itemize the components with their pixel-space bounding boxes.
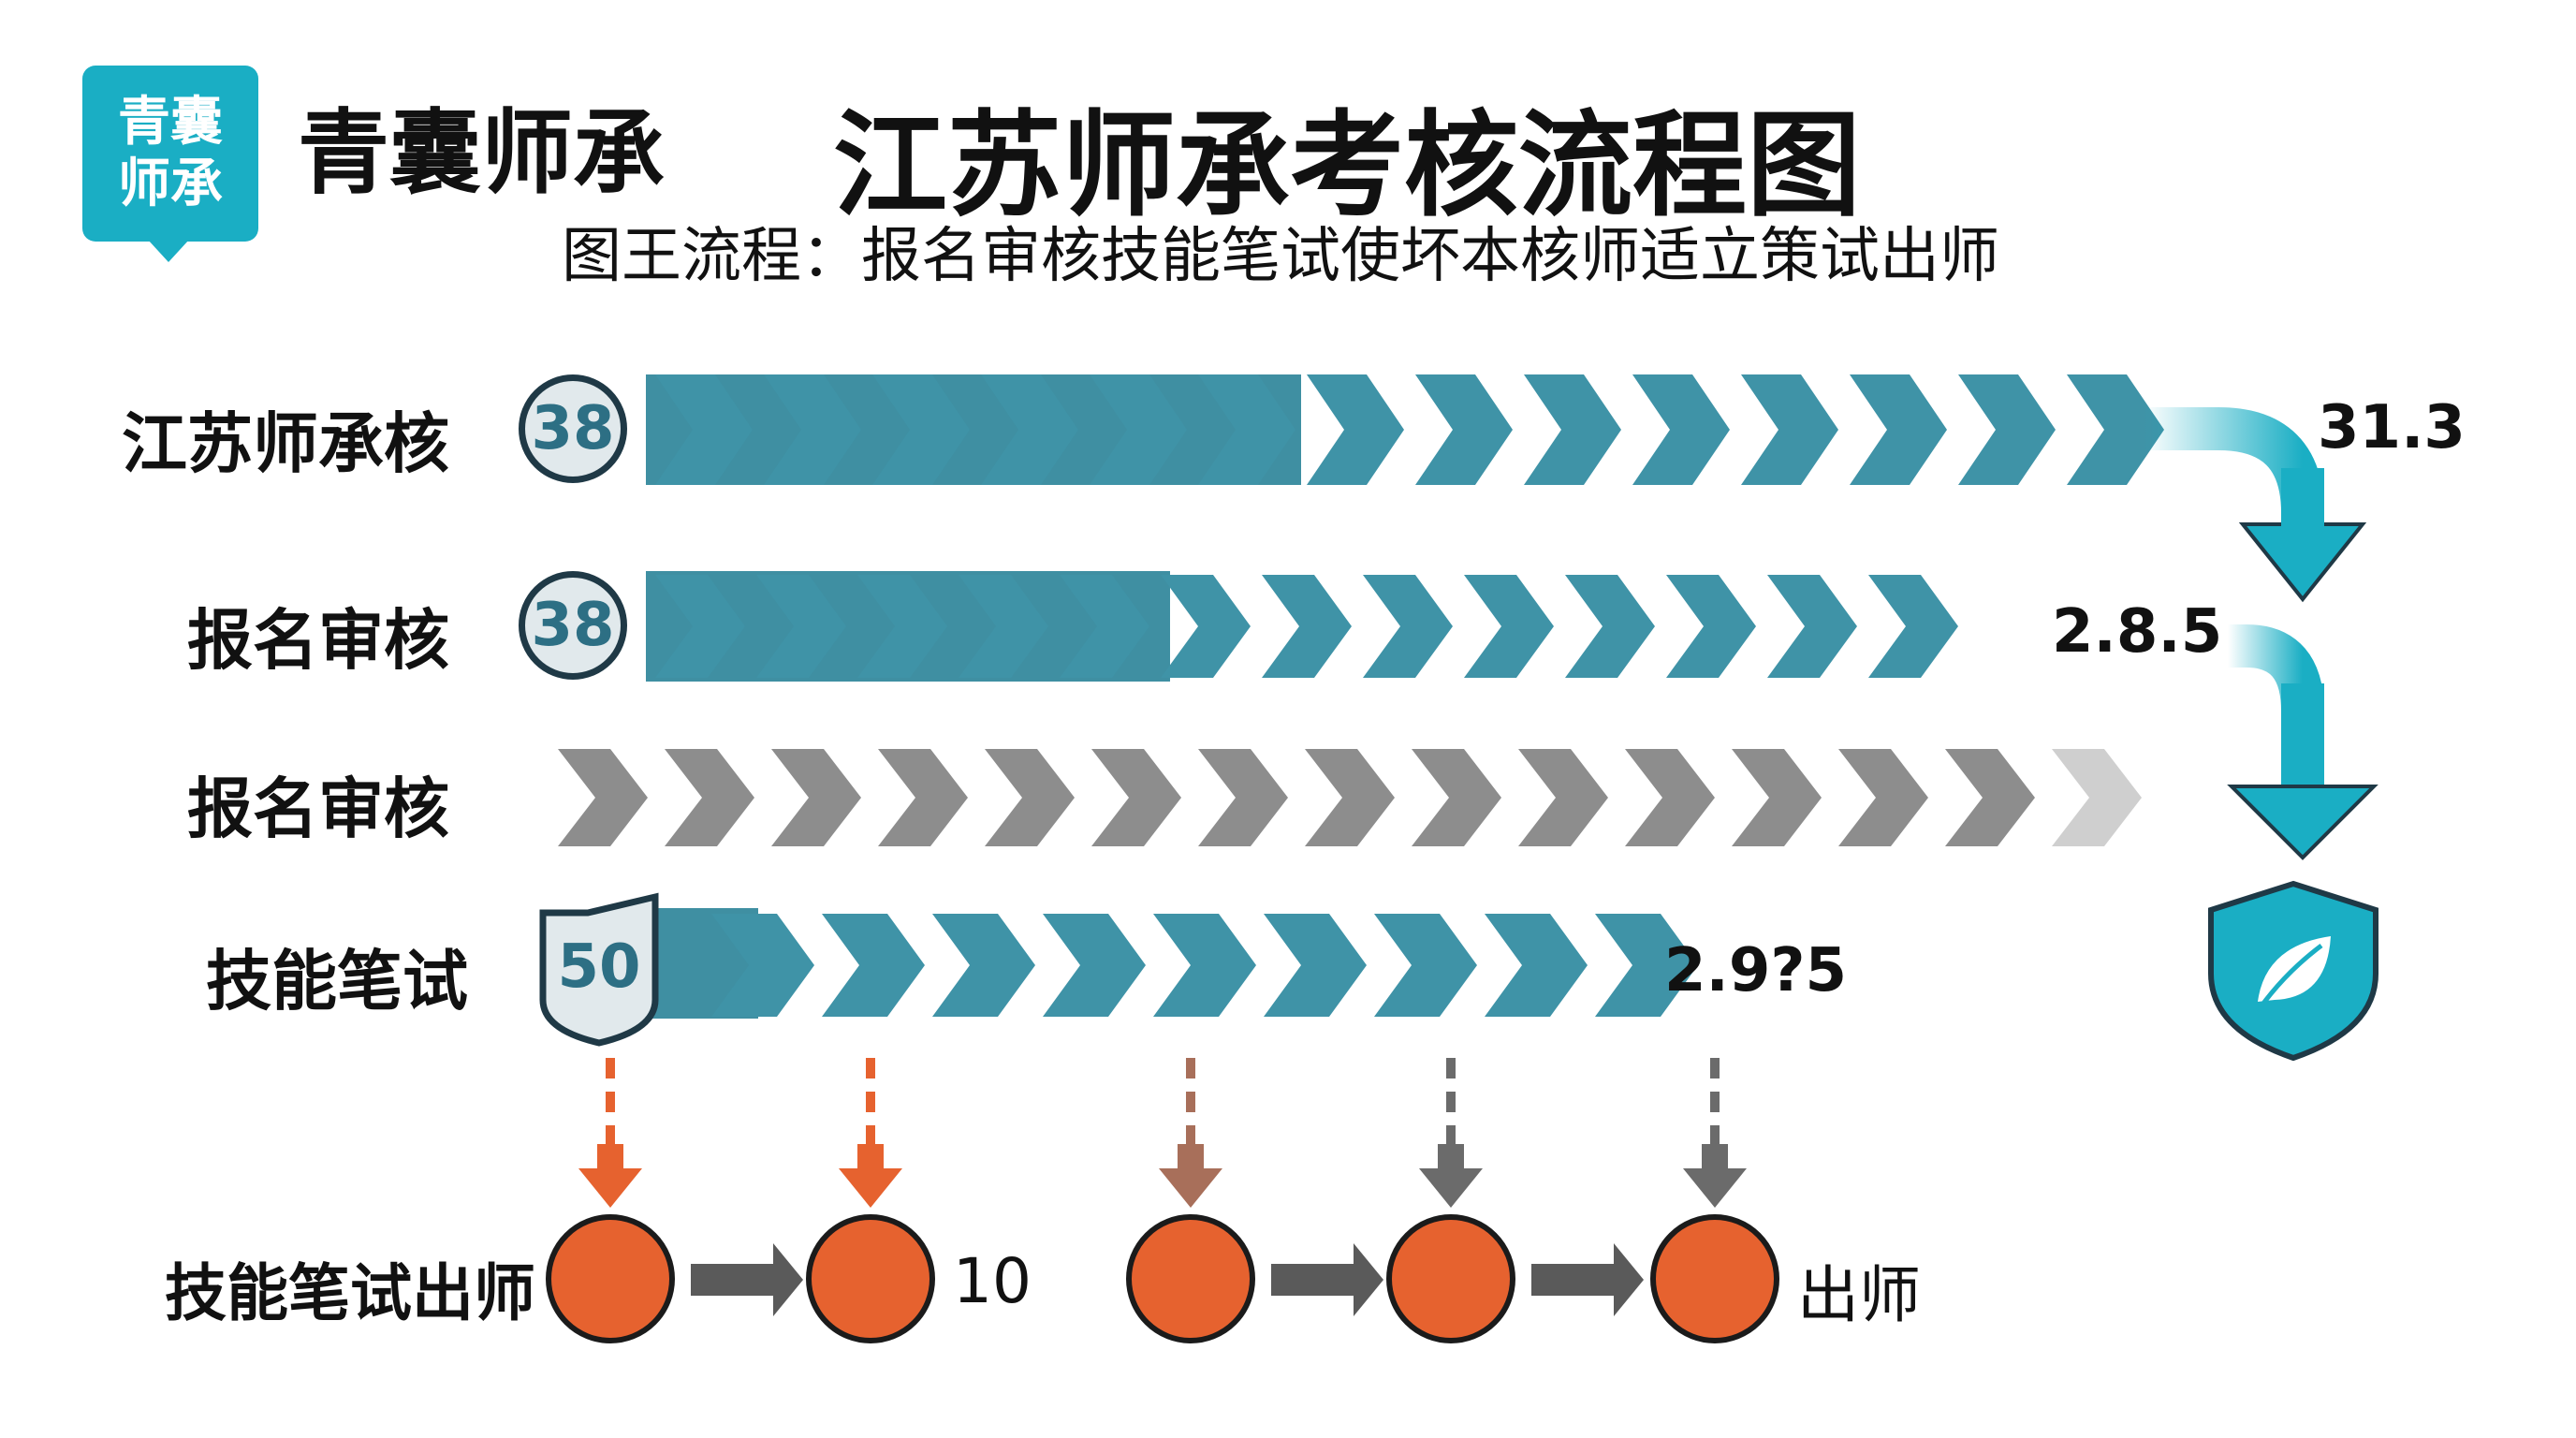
row-4-chevron bbox=[1374, 914, 1477, 1017]
row-1-chevron bbox=[655, 374, 753, 485]
row-2-badge: 38 bbox=[519, 571, 627, 680]
row-4-chevron bbox=[1043, 914, 1146, 1017]
row-3-chevron bbox=[771, 749, 861, 846]
page-subtitle: 图王流程：报名审核技能笔试使坏本核师适立策试出师 bbox=[562, 222, 1999, 291]
row-4-chevron bbox=[822, 914, 925, 1017]
row-3-chevron bbox=[1518, 749, 1608, 846]
row-1-chevron bbox=[2067, 374, 2164, 485]
row-2-value: 2.8.5 bbox=[2052, 597, 2223, 667]
row-2-chevron bbox=[1767, 575, 1857, 678]
row-1-chevron bbox=[1524, 374, 1621, 485]
row-3-label: 报名审核 bbox=[187, 770, 449, 847]
row-1-chevron bbox=[1632, 374, 1730, 485]
down-arrow-icon bbox=[578, 1168, 642, 1208]
row-3-chevron bbox=[1945, 749, 2035, 846]
process-node bbox=[806, 1214, 935, 1343]
row-1-bar bbox=[646, 374, 1301, 485]
logo-line-1: 青囊 bbox=[118, 92, 223, 153]
process-node bbox=[546, 1214, 675, 1343]
row-4-chevron bbox=[932, 914, 1035, 1017]
row-1-label: 江苏师承核 bbox=[122, 405, 449, 482]
right-arrow-icon bbox=[1614, 1243, 1644, 1316]
row-1-chevron bbox=[1850, 374, 1947, 485]
row-3-chevron bbox=[1412, 749, 1501, 846]
row-4-value: 2.9?5 bbox=[1664, 936, 1848, 1005]
process-node bbox=[1126, 1214, 1255, 1343]
row-1-chevron bbox=[764, 374, 861, 485]
down-arrow-icon bbox=[839, 1168, 902, 1208]
row-2-chevron bbox=[1161, 575, 1251, 678]
flow-arrow bbox=[691, 1264, 783, 1296]
row-2-chevron bbox=[857, 575, 947, 678]
row-2-chevron bbox=[756, 575, 846, 678]
brand-name: 青囊师承 bbox=[298, 100, 666, 207]
row-1-chevron bbox=[981, 374, 1078, 485]
brand-logo: 青囊 师承 bbox=[82, 66, 258, 262]
process-node bbox=[1386, 1214, 1515, 1343]
row-3-chevron bbox=[878, 749, 968, 846]
row-3-chevron bbox=[1091, 749, 1181, 846]
row-2-chevron bbox=[1666, 575, 1756, 678]
row-3-chevron bbox=[1838, 749, 1928, 846]
right-arrow-icon bbox=[773, 1243, 803, 1316]
row-3-chevron bbox=[1198, 749, 1288, 846]
row-4-label: 技能笔试 bbox=[206, 943, 468, 1020]
row-2-chevron bbox=[1363, 575, 1453, 678]
bottom-label: 技能笔试出师 bbox=[165, 1257, 535, 1329]
row-1-chevron bbox=[1090, 374, 1187, 485]
row-4-chevron bbox=[711, 914, 814, 1017]
row-2-chevron bbox=[1262, 575, 1352, 678]
row-2-chevron bbox=[959, 575, 1048, 678]
row-4-chevron bbox=[1485, 914, 1588, 1017]
down-arrow-icon bbox=[2227, 624, 2378, 860]
row-1-chevron bbox=[1198, 374, 1295, 485]
row-3-chevron bbox=[985, 749, 1075, 846]
logo-line-2: 师承 bbox=[118, 154, 223, 214]
down-arrow-icon bbox=[2144, 407, 2367, 603]
row-3-chevron bbox=[1732, 749, 1822, 846]
bottom-end-label: 出师 bbox=[1797, 1259, 1921, 1331]
row-4-badge: 50 bbox=[557, 932, 641, 1002]
process-node bbox=[1650, 1214, 1779, 1343]
leaf-shield-icon bbox=[2208, 880, 2378, 1062]
row-4-chevron bbox=[1153, 914, 1256, 1017]
flow-arrow bbox=[1271, 1264, 1363, 1296]
row-1-chevron bbox=[1307, 374, 1404, 485]
row-1-badge: 38 bbox=[519, 374, 627, 483]
row-2-chevron bbox=[1464, 575, 1554, 678]
row-1-chevron bbox=[1958, 374, 2056, 485]
row-3-chevron bbox=[1625, 749, 1715, 846]
down-arrow-icon bbox=[1159, 1168, 1222, 1208]
row-3-chevron bbox=[2052, 749, 2142, 846]
row-4-chevron bbox=[1595, 914, 1698, 1017]
row-2-chevron bbox=[1868, 575, 1958, 678]
row-4-badge-shield bbox=[539, 892, 659, 1047]
row-1-value: 31.3 bbox=[2318, 393, 2466, 462]
down-arrow-icon bbox=[1683, 1168, 1747, 1208]
row-4-chevron bbox=[1264, 914, 1367, 1017]
bottom-number: 10 bbox=[953, 1245, 1032, 1317]
flow-arrow bbox=[1531, 1264, 1623, 1296]
row-1-chevron bbox=[872, 374, 970, 485]
right-arrow-icon bbox=[1354, 1243, 1383, 1316]
row-2-chevron bbox=[1565, 575, 1655, 678]
row-1-chevron bbox=[1415, 374, 1513, 485]
row-3-chevron bbox=[665, 749, 754, 846]
row-3-chevron bbox=[558, 749, 648, 846]
row-2-chevron bbox=[1060, 575, 1149, 678]
row-3-chevron bbox=[1305, 749, 1395, 846]
down-arrow-icon bbox=[1419, 1168, 1483, 1208]
row-1-chevron bbox=[1741, 374, 1838, 485]
page-title: 江苏师承考核流程图 bbox=[833, 99, 1861, 232]
row-2-label: 报名审核 bbox=[187, 602, 449, 679]
row-2-chevron bbox=[655, 575, 745, 678]
